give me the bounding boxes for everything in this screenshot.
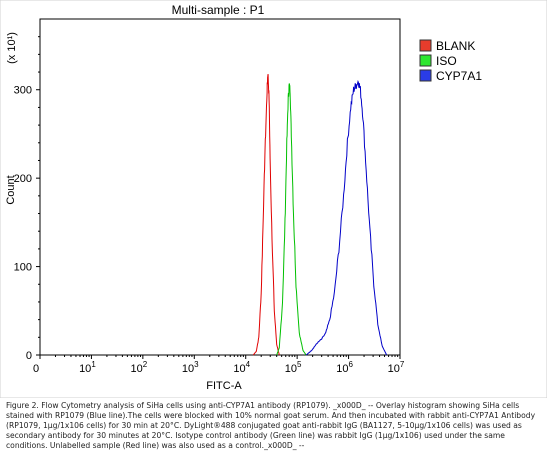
x-tick-label: 104 — [233, 360, 250, 375]
x-tick-label: 102 — [131, 360, 148, 375]
plot-area: 0 100 200 300 0 101 102 103 104 105 106 107 — [14, 18, 405, 375]
x-axis-label: FITC-A — [206, 380, 242, 392]
x-tick-label: 0 — [33, 363, 39, 375]
legend-swatch-cyp7a1 — [419, 69, 432, 82]
y-tick-label: 200 — [14, 173, 32, 185]
x-tick-label: 103 — [182, 360, 199, 375]
legend-label-iso: ISO — [436, 54, 457, 68]
y-tick-label: 100 — [14, 262, 32, 274]
legend-label-blank: BLANK — [436, 39, 475, 53]
plot-frame — [39, 18, 401, 356]
y-multiplier-label: (x 10¹) — [6, 32, 18, 64]
legend-swatch-iso — [419, 54, 432, 67]
y-tick-label: 0 — [26, 350, 32, 362]
legend-swatch-blank — [419, 39, 432, 52]
x-tick-label: 101 — [79, 360, 96, 375]
legend-label-cyp7a1: CYP7A1 — [436, 69, 482, 83]
series-line-blank — [252, 74, 280, 356]
x-tick-label: 105 — [285, 360, 302, 375]
y-axis-label: Count — [5, 175, 17, 204]
series-line-cyp7a1 — [305, 79, 388, 356]
chart-title: Multi-sample : P1 — [172, 3, 265, 17]
flow-cytometry-histogram: Multi-sample : P1 0 100 200 300 0 101 102 103 10… — [0, 0, 547, 398]
figure-caption: Figure 2. Flow Cytometry analysis of SiH… — [6, 401, 536, 451]
x-tick-label: 107 — [388, 360, 405, 375]
series-line-iso — [276, 83, 307, 356]
figure-frame — [0, 0, 547, 398]
x-tick-label: 106 — [336, 360, 353, 375]
y-tick-label: 300 — [14, 85, 32, 97]
